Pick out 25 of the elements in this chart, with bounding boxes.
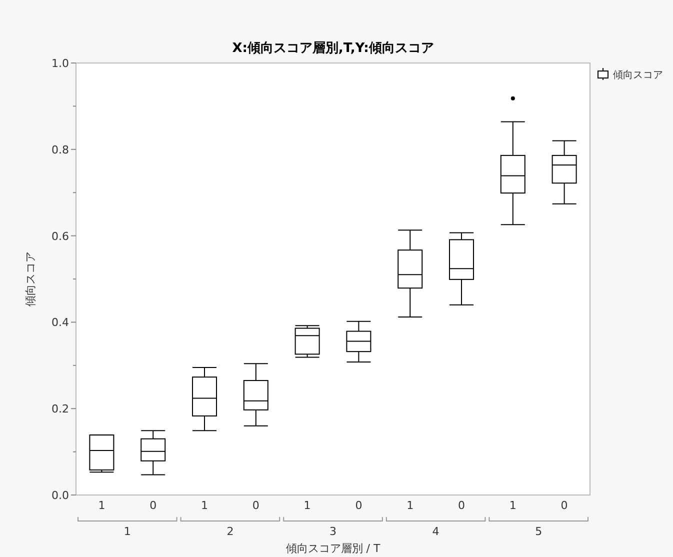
x-tick-label: 1	[509, 499, 516, 512]
x-tick-label: 0	[458, 499, 465, 512]
x-tick-label: 0	[252, 499, 260, 512]
x-tick-label: 1	[406, 499, 414, 512]
y-axis-title: 傾向スコア	[24, 252, 37, 306]
x-tick-label: 0	[150, 499, 157, 512]
y-tick-label: 0.2	[52, 402, 69, 416]
legend-label: 傾向スコア	[613, 69, 663, 81]
text: 3	[330, 525, 336, 538]
x-tick-label: 0	[355, 499, 362, 512]
x-tick-label: 0	[560, 499, 568, 512]
y-tick-label: 0.4	[52, 316, 69, 330]
x-tick-label: 1	[98, 499, 106, 512]
y-tick-label: 0.6	[52, 230, 69, 243]
text: 1	[124, 525, 131, 538]
x-tick-label: 1	[304, 499, 311, 512]
text: 5	[535, 525, 542, 538]
y-tick-label: 1.0	[52, 57, 69, 70]
y-tick-label: 0.0	[52, 489, 69, 502]
chart-title: X:傾向スコア層別,T,Y:傾向スコア	[232, 41, 434, 56]
text: 4	[432, 525, 440, 538]
y-tick-label: 0.8	[52, 143, 69, 156]
x-tick-label: 1	[201, 499, 208, 512]
x-axis-title: 傾向スコア層別 / T	[286, 542, 380, 555]
text: 2	[226, 525, 234, 538]
